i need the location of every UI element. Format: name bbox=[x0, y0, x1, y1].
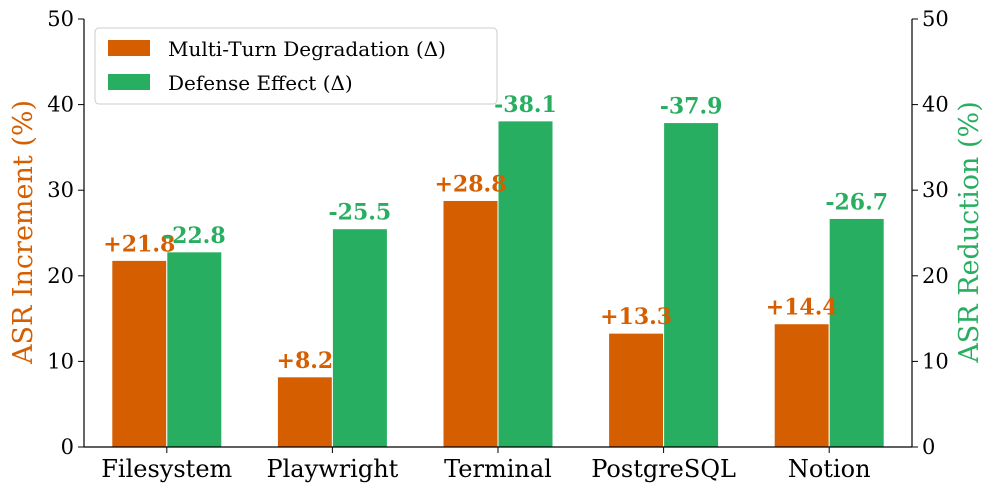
data-label-multi-turn: +14.4 bbox=[766, 295, 838, 321]
left-axis-title: ASR Increment (%) bbox=[8, 100, 39, 365]
right-tick-label: 50 bbox=[922, 7, 949, 31]
category-label: Playwright bbox=[266, 455, 398, 483]
left-tick-label: 30 bbox=[47, 178, 74, 202]
data-label-defense: -38.1 bbox=[494, 92, 557, 118]
bar-defense-effect bbox=[663, 122, 720, 448]
data-label-defense: -25.5 bbox=[329, 200, 392, 226]
bar-multi-turn-degradation bbox=[276, 376, 333, 448]
data-label-defense: -26.7 bbox=[825, 189, 888, 215]
bar-multi-turn-degradation bbox=[442, 199, 499, 448]
category-label: PostgreSQL bbox=[591, 455, 736, 483]
right-tick-label: 0 bbox=[922, 435, 935, 459]
right-tick-label: 20 bbox=[922, 264, 949, 288]
data-label-multi-turn: +13.3 bbox=[600, 304, 672, 330]
legend-label-multi-turn: Multi-Turn Degradation (Δ) bbox=[168, 37, 446, 61]
left-tick-label: 50 bbox=[47, 7, 74, 31]
data-label-defense: -37.9 bbox=[660, 94, 723, 120]
data-labels-group: +21.8-22.8 +8.2 -25.5 +28.8 -38.1 +13.3 -37.9 +… bbox=[103, 92, 888, 374]
bar-multi-turn-degradation bbox=[111, 259, 168, 448]
data-label-multi-turn: +8.2 bbox=[277, 348, 334, 374]
legend-label-defense: Defense Effect (Δ) bbox=[168, 71, 353, 95]
right-tick-label: 30 bbox=[922, 178, 949, 202]
bar-multi-turn-degradation bbox=[773, 323, 830, 448]
left-axis-ticks: 0 10 20 30 40 50 bbox=[47, 7, 84, 459]
category-label: Notion bbox=[788, 455, 871, 483]
data-label-defense: -22.8 bbox=[163, 223, 226, 249]
data-label-multi-turn: +21.8 bbox=[103, 231, 175, 257]
bars-group bbox=[111, 120, 885, 448]
axes-frame bbox=[83, 19, 913, 448]
left-tick-label: 20 bbox=[47, 264, 74, 288]
right-axis-ticks: 0 10 20 30 40 50 bbox=[912, 7, 949, 459]
left-tick-label: 0 bbox=[61, 435, 74, 459]
right-tick-label: 40 bbox=[922, 93, 949, 117]
left-tick-label: 10 bbox=[47, 349, 74, 373]
legend-swatch-defense bbox=[108, 74, 150, 90]
right-axis-title: ASR Reduction (%) bbox=[954, 101, 985, 363]
category-label: Filesystem bbox=[101, 455, 232, 483]
bar-defense-effect bbox=[331, 228, 388, 448]
right-tick-label: 10 bbox=[922, 349, 949, 373]
bar-multi-turn-degradation bbox=[608, 332, 665, 448]
category-label: Terminal bbox=[444, 455, 552, 483]
data-label-multi-turn: +28.8 bbox=[434, 171, 506, 197]
bar-defense-effect bbox=[497, 120, 554, 448]
left-tick-label: 40 bbox=[47, 93, 74, 117]
bar-defense-effect bbox=[166, 251, 223, 448]
category-labels-group: Filesystem Playwright Terminal PostgreSQL No… bbox=[101, 447, 871, 483]
legend-swatch-multi-turn bbox=[108, 40, 150, 56]
legend: Multi-Turn Degradation (Δ) Defense Effec… bbox=[94, 27, 498, 105]
legend-frame bbox=[94, 27, 498, 105]
bar-defense-effect bbox=[828, 217, 885, 448]
